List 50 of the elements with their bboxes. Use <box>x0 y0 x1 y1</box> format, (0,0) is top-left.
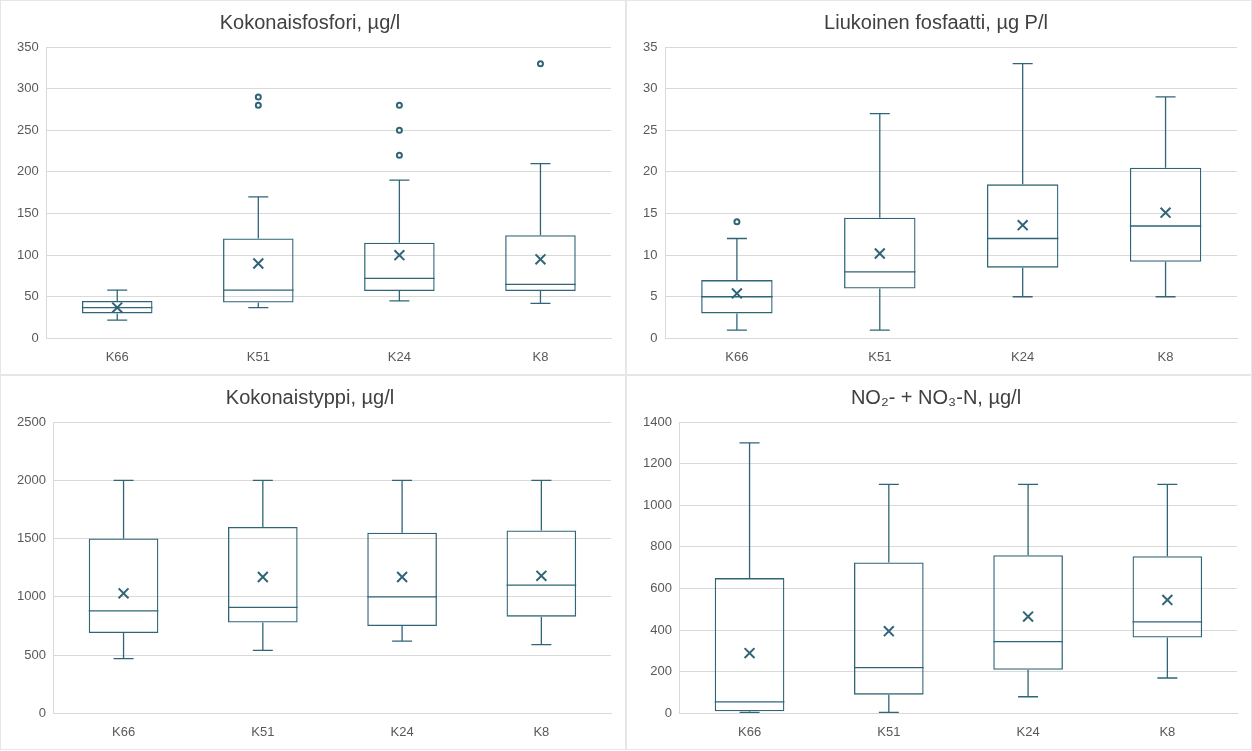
y-tick-label: 350 <box>16 38 39 54</box>
x-tick-label: K24 <box>1011 348 1035 364</box>
x-tick-label: K51 <box>251 723 275 739</box>
x-tick-label: K24 <box>1016 723 1040 739</box>
y-tick-label: 1000 <box>17 588 46 604</box>
y-tick-label: 1200 <box>643 455 672 471</box>
y-tick-label: 25 <box>642 121 658 137</box>
x-tick-label: K8 <box>1159 723 1176 739</box>
y-tick-label: 0 <box>650 329 658 345</box>
x-tick-label: K8 <box>533 723 550 739</box>
x-tick-label: K51 <box>246 348 270 364</box>
y-tick-label: 800 <box>650 538 672 554</box>
x-tick-label: K8 <box>1157 348 1174 364</box>
x-tick-label: K24 <box>390 723 414 739</box>
chart-title: NO₂- + NO₃-N, µg/l <box>850 385 1022 408</box>
y-tick-label: 500 <box>24 646 46 662</box>
x-tick-label: K66 <box>111 723 136 739</box>
chart-title: Kokonaistyppi, µg/l <box>225 385 395 408</box>
y-tick-label: 0 <box>31 329 39 345</box>
y-tick-label: 35 <box>642 38 658 54</box>
y-tick-label: 30 <box>642 80 658 96</box>
x-tick-label: K24 <box>387 348 411 364</box>
x-tick-label: K66 <box>105 348 129 364</box>
chart-title: Liukoinen fosfaatti, µg P/l <box>824 10 1048 33</box>
y-tick-label: 300 <box>16 80 39 96</box>
y-tick-label: 1500 <box>17 530 46 546</box>
y-tick-label: 400 <box>650 621 672 637</box>
y-tick-label: 2500 <box>17 413 46 429</box>
y-tick-label: 0 <box>38 704 46 720</box>
y-tick-label: 200 <box>16 163 39 179</box>
x-tick-label: K66 <box>737 723 762 739</box>
y-tick-label: 10 <box>642 246 658 262</box>
x-tick-label: K51 <box>868 348 892 364</box>
y-tick-label: 100 <box>16 246 39 262</box>
y-tick-label: 0 <box>664 704 672 720</box>
y-tick-label: 50 <box>24 288 39 304</box>
y-tick-label: 5 <box>650 288 658 304</box>
x-tick-label: K66 <box>725 348 749 364</box>
y-tick-label: 200 <box>650 663 672 679</box>
y-tick-label: 1000 <box>643 496 672 512</box>
y-tick-label: 20 <box>642 163 658 179</box>
y-tick-label: 150 <box>16 205 39 221</box>
x-tick-label: K51 <box>877 723 901 739</box>
x-tick-label: K8 <box>532 348 549 364</box>
y-tick-label: 15 <box>642 205 658 221</box>
y-tick-label: 250 <box>16 121 39 137</box>
y-tick-label: 600 <box>650 580 672 596</box>
chart-title: Kokonaisfosfori, µg/l <box>219 10 401 33</box>
y-tick-label: 2000 <box>17 471 46 487</box>
y-tick-label: 1400 <box>643 413 672 429</box>
